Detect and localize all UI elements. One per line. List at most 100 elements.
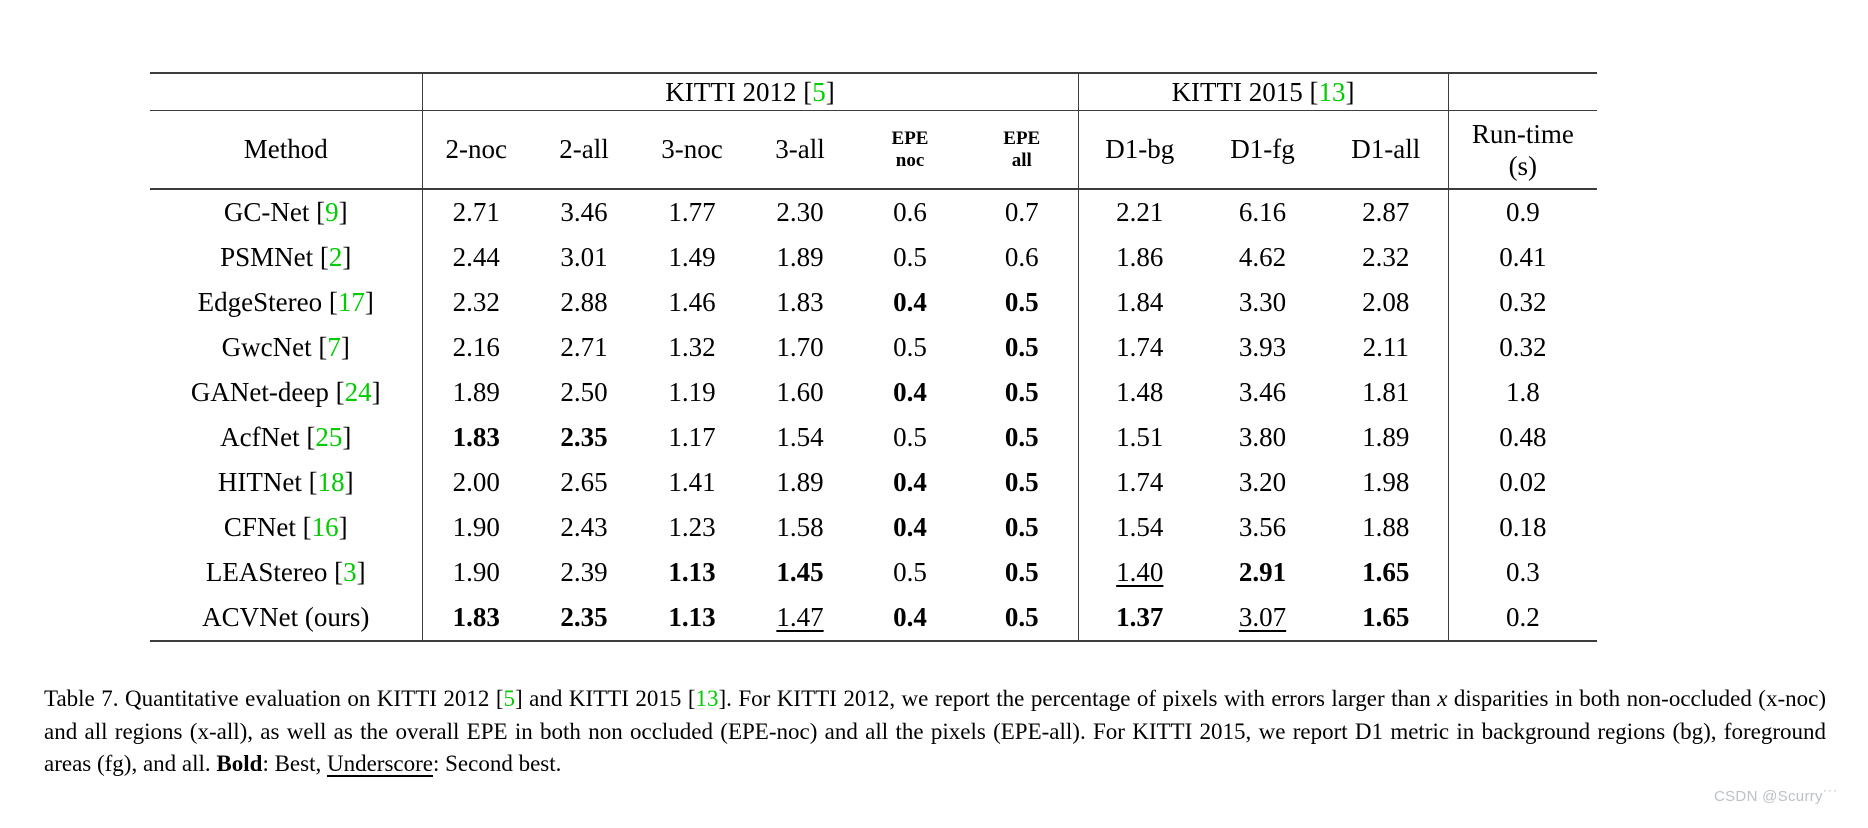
text-segment: ]: [825, 76, 835, 107]
value-cell: 0.5: [893, 332, 927, 362]
value-cell: 1.58: [776, 512, 824, 542]
value-cell: 1.83: [776, 287, 824, 317]
text-segment: PSMNet [: [220, 242, 329, 272]
text-segment: ] and KITTI 2015 [: [515, 686, 696, 711]
value-cell: 0.5: [893, 557, 927, 587]
citation-ref[interactable]: 2: [328, 242, 343, 272]
table-row: HITNet [18] 2.00 2.65 1.41 1.89 0.4 0.5 1.74 3.2…: [150, 460, 1597, 505]
table-row: GANet-deep [24] 1.89 2.50 1.19 1.60 0.4 0.5 1.4…: [150, 370, 1597, 415]
epe-noc-line2: noc: [895, 149, 925, 171]
value-cell: 2.11: [1324, 325, 1449, 370]
value-cell: 1.49: [668, 242, 716, 272]
value-cell: 0.7: [966, 189, 1079, 235]
value-cell: 1.90: [452, 557, 500, 587]
value-cell: 2.32: [1324, 235, 1449, 280]
citation-ref[interactable]: 25: [315, 422, 343, 452]
value-cell: 0.5: [893, 422, 927, 452]
value-cell: 0.4: [893, 512, 927, 542]
citation-ref[interactable]: 5: [812, 76, 826, 107]
value-cell: 1.32: [668, 332, 716, 362]
value-cell: 1.17: [668, 422, 716, 452]
value-cell: 0.5: [966, 370, 1079, 415]
value-cell: 3.80: [1238, 422, 1287, 452]
value-cell: 1.90: [452, 512, 500, 542]
value-cell: 0.5: [966, 280, 1079, 325]
value-cell: 1.86: [1116, 242, 1164, 272]
text-segment: ]: [364, 287, 374, 317]
value-cell: 3.20: [1238, 467, 1287, 497]
text-segment: GC-Net [: [223, 197, 326, 227]
text-segment: EdgeStereo [: [197, 287, 338, 317]
table-row: CFNet [16] 1.90 2.43 1.23 1.58 0.4 0.5 1.54 3.56…: [150, 505, 1597, 550]
value-cell: 2.00: [452, 467, 500, 497]
value-cell: 0.6: [893, 197, 927, 227]
col-header-method: Method: [150, 110, 423, 190]
citation-ref[interactable]: 13: [695, 686, 719, 711]
citation-ref[interactable]: 18: [317, 467, 345, 497]
text-segment: LEAStereo [: [205, 557, 344, 587]
col-header-d1-all: D1-all: [1324, 110, 1449, 190]
value-cell: 1.65: [1324, 550, 1449, 595]
method-cell: LEAStereo [3]: [150, 550, 423, 595]
value-cell: 1.19: [668, 377, 716, 407]
value-cell: 1.51: [1116, 422, 1164, 452]
text-segment: ACVNet (ours): [202, 602, 370, 632]
citation-ref[interactable]: 17: [337, 287, 365, 317]
value-cell: 0.5: [966, 505, 1079, 550]
value-cell: 2.30: [776, 197, 824, 227]
citation-ref[interactable]: 24: [344, 377, 372, 407]
results-table: KITTI 2012 [5] KITTI 2015 [13] Method 2-…: [150, 72, 1598, 642]
group-header-row: KITTI 2012 [5] KITTI 2015 [13]: [150, 73, 1598, 111]
text-segment: Underscore: [326, 751, 433, 777]
citation-ref[interactable]: 5: [503, 686, 516, 711]
citation-ref[interactable]: 13: [1318, 76, 1346, 107]
value-cell: 1.74: [1116, 332, 1164, 362]
value-cell: 1.83: [452, 602, 500, 632]
method-cell: GANet-deep [24]: [150, 370, 423, 415]
value-cell: 0.5: [966, 595, 1079, 641]
value-cell: 1.40: [1116, 557, 1164, 587]
citation-ref[interactable]: 3: [343, 557, 357, 587]
method-cell: EdgeStereo [17]: [150, 280, 423, 325]
text-segment: x: [1437, 686, 1448, 711]
text-segment: HITNet [: [217, 467, 318, 497]
col-header-3-noc: 3-noc: [638, 110, 746, 190]
citation-ref[interactable]: 7: [327, 332, 341, 362]
method-cell: PSMNet [2]: [150, 235, 423, 280]
text-segment: ]: [356, 557, 366, 587]
value-cell: 2.35: [560, 602, 608, 632]
group-header-kitti2015: KITTI 2015 [13]: [1078, 73, 1449, 111]
value-cell: 2.50: [560, 377, 608, 407]
text-segment: ]: [1345, 76, 1355, 107]
csdn-watermark: CSDN @Scurry˙˙˙: [1714, 788, 1839, 805]
value-cell: 1.37: [1116, 602, 1164, 632]
citation-ref[interactable]: 16: [311, 512, 339, 542]
value-cell: 1.81: [1324, 370, 1449, 415]
value-cell: 0.3: [1505, 557, 1540, 587]
citation-ref[interactable]: 9: [325, 197, 339, 227]
value-cell: 2.71: [452, 197, 500, 227]
table-body: GC-Net [9] 2.71 3.46 1.77 2.30 0.6 0.7 2.21 6.16…: [150, 189, 1597, 641]
value-cell: 2.43: [560, 512, 608, 542]
value-cell: 1.23: [668, 512, 716, 542]
value-cell: 1.77: [668, 197, 716, 227]
epe-all-line1: EPE: [1003, 127, 1041, 149]
text-segment: : Best,: [262, 751, 327, 777]
value-cell: 1.84: [1116, 287, 1164, 317]
text-segment: ]: [340, 332, 350, 362]
col-header-runtime: Run-time (s): [1448, 110, 1598, 190]
method-cell: GwcNet [7]: [150, 325, 423, 370]
value-cell: 2.88: [560, 287, 608, 317]
value-cell: 2.16: [452, 332, 500, 362]
method-cell: AcfNet [25]: [150, 415, 423, 460]
text-segment: Table 7. Quantitative evaluation on KITT…: [44, 686, 504, 711]
group-header-kitti2012: KITTI 2012 [5]: [422, 73, 1079, 111]
text-segment: ]: [371, 377, 381, 407]
column-header-row: Method 2-noc 2-all 3-noc 3-all EPE noc E…: [150, 110, 1598, 190]
value-cell: 0.5: [893, 242, 927, 272]
value-cell: 2.44: [452, 242, 500, 272]
value-cell: 0.4: [893, 467, 927, 497]
runtime-line2: (s): [1508, 150, 1538, 181]
epe-all-line2: all: [1011, 149, 1032, 171]
value-cell: 0.2: [1505, 602, 1540, 632]
